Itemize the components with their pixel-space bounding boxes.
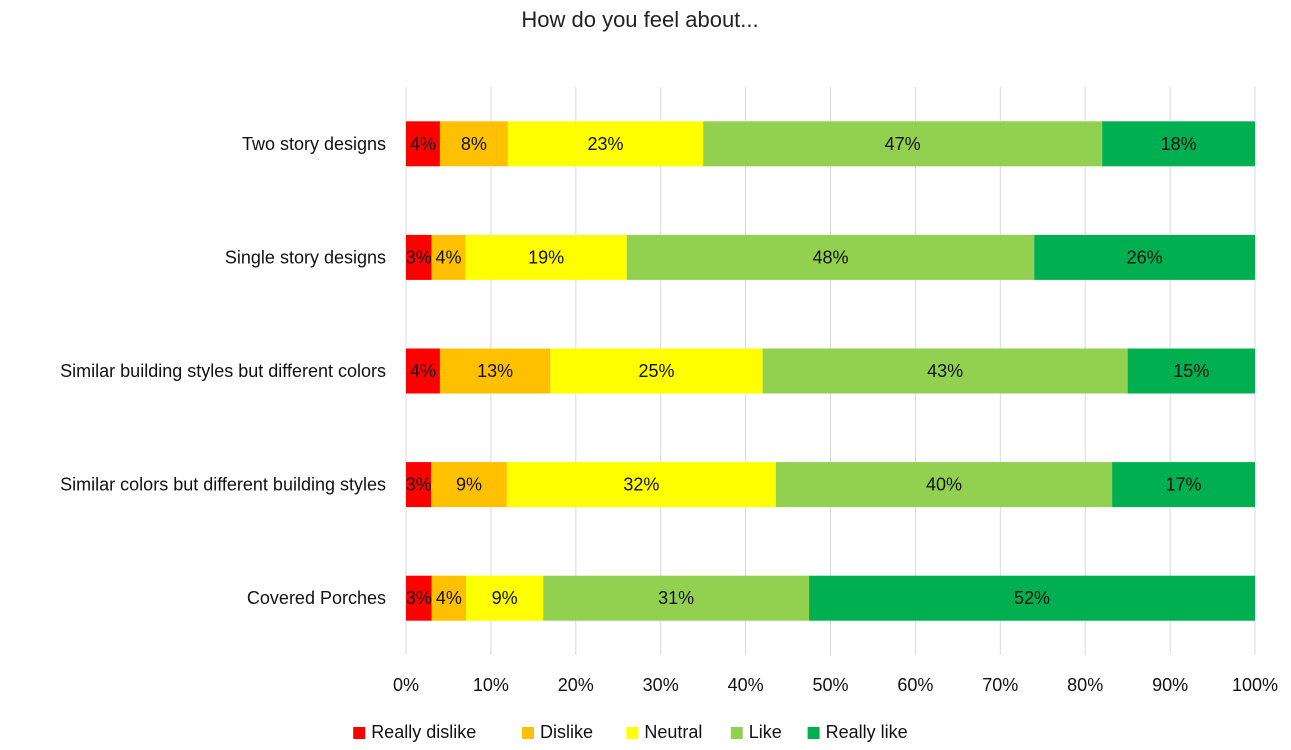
data-label: 4%: [410, 134, 436, 154]
data-label: 17%: [1166, 475, 1202, 495]
legend-swatch: [807, 727, 820, 739]
category-label: Similar building styles but different co…: [60, 361, 386, 381]
x-tick-label: 80%: [1067, 675, 1103, 695]
x-tick-label: 40%: [728, 675, 764, 695]
bar-segment: [465, 234, 627, 280]
bar-segment: [1127, 348, 1255, 394]
bar-segment: [431, 234, 466, 280]
bar-segment: [550, 348, 763, 394]
x-tick-label: 70%: [982, 675, 1018, 695]
data-label: 15%: [1173, 361, 1209, 381]
bar-segment: [626, 234, 1035, 280]
bar-segment: [431, 462, 507, 508]
legend: Really dislike Dislike Neutral Like Really l…: [353, 722, 908, 742]
x-tick-label: 0%: [393, 675, 419, 695]
data-label: 4%: [436, 588, 462, 608]
data-label: 25%: [638, 361, 674, 381]
data-label: 26%: [1127, 247, 1163, 267]
data-label: 9%: [456, 475, 482, 495]
bar-segment: [406, 348, 440, 394]
bar-segment: [1112, 462, 1255, 508]
bar-segment: [543, 575, 810, 621]
category-label: Covered Porches: [247, 588, 386, 608]
bar-segment: [762, 348, 1128, 394]
data-label: 31%: [658, 588, 694, 608]
data-label: 8%: [461, 134, 487, 154]
data-label: 32%: [623, 475, 659, 495]
category-label: Single story designs: [225, 247, 386, 267]
bar-segment: [406, 462, 432, 508]
bar-segment: [775, 462, 1113, 508]
legend-swatch: [730, 727, 743, 739]
data-label: 48%: [812, 247, 848, 267]
data-label: 52%: [1014, 588, 1050, 608]
legend-swatch: [353, 727, 366, 739]
category-labels: Two story designs Single story designs Sim…: [60, 134, 386, 608]
bars: 4% 8% 23% 47% 18%3% 4% 19% 48% 26%4% 13% 25% 43% 15%…: [406, 121, 1255, 621]
data-label: 3%: [406, 247, 432, 267]
bar-segment: [439, 348, 551, 394]
x-tick-label: 90%: [1152, 675, 1188, 695]
bar-segment: [406, 234, 432, 280]
bar-segment: [809, 575, 1255, 621]
data-label: 18%: [1161, 134, 1197, 154]
x-tick-label: 50%: [812, 675, 848, 695]
data-label: 47%: [885, 134, 921, 154]
bar-segment: [406, 575, 432, 621]
data-label: 4%: [435, 247, 461, 267]
data-label: 23%: [587, 134, 623, 154]
data-label: 40%: [926, 475, 962, 495]
data-label: 4%: [410, 361, 436, 381]
legend-swatch: [626, 727, 639, 739]
category-label: Two story designs: [242, 134, 386, 154]
data-label: 19%: [528, 247, 564, 267]
data-label: 3%: [406, 475, 432, 495]
legend-label: Dislike: [540, 722, 593, 742]
bar-segment: [1034, 234, 1255, 280]
x-tick-label: 100%: [1232, 675, 1278, 695]
bar-segment: [406, 121, 440, 167]
bar-segment: [431, 575, 467, 621]
chart-title: How do you feel about...: [521, 7, 758, 32]
bar-segment: [466, 575, 544, 621]
data-label: 3%: [406, 588, 432, 608]
data-label: 43%: [927, 361, 963, 381]
legend-label: Neutral: [644, 722, 702, 742]
bar-segment: [506, 462, 776, 508]
bar-segment: [1102, 121, 1255, 167]
bar-segment: [703, 121, 1103, 167]
legend-label: Really dislike: [371, 722, 476, 742]
data-label: 9%: [492, 588, 518, 608]
bar-segment: [439, 121, 508, 167]
bar-segment: [507, 121, 704, 167]
x-tick-label: 10%: [473, 675, 509, 695]
x-tick-label: 20%: [558, 675, 594, 695]
legend-swatch: [522, 727, 534, 739]
legend-label: Like: [749, 722, 782, 742]
category-label: Similar colors but different building st…: [60, 475, 386, 495]
x-tick-label: 30%: [643, 675, 679, 695]
x-tick-label: 60%: [897, 675, 933, 695]
data-label: 13%: [477, 361, 513, 381]
x-axis-ticks: 0% 10% 20% 30% 40% 50% 60% 70% 80% 90% 100%: [393, 675, 1278, 695]
legend-label: Really like: [826, 722, 908, 742]
